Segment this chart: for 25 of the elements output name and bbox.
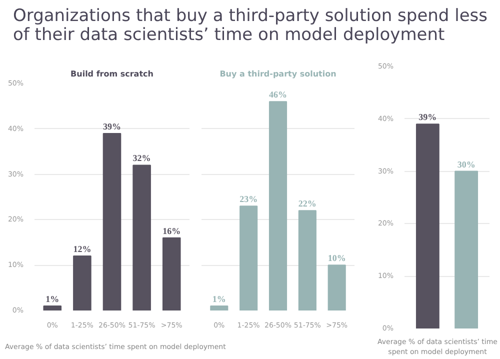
bar xyxy=(132,164,151,310)
data-label: 39% xyxy=(103,121,121,132)
bar xyxy=(298,210,316,310)
data-label: 1% xyxy=(212,294,226,304)
bar xyxy=(102,132,122,310)
data-label: 10% xyxy=(328,253,346,264)
data-label: 30% xyxy=(457,159,476,170)
bar xyxy=(240,206,258,310)
data-label: 32% xyxy=(132,153,151,164)
data-label: 39% xyxy=(418,112,437,122)
text: Organizations that buy a third-party solution spend less of their data scientists’ time on model deployment xyxy=(13,6,489,45)
bar xyxy=(268,101,288,310)
bar xyxy=(210,305,228,310)
data-label: 12% xyxy=(73,244,92,254)
chart-title: Build from scratch xyxy=(70,70,154,78)
data-label: 16% xyxy=(162,226,181,236)
bar xyxy=(328,264,346,310)
bar xyxy=(162,237,181,310)
data-label: 22% xyxy=(298,198,316,209)
bar xyxy=(73,256,92,310)
data-label: 1% xyxy=(46,294,60,304)
chart-title: Buy a third-party solution xyxy=(220,70,337,78)
bar xyxy=(43,305,62,310)
data-label: 23% xyxy=(240,194,258,204)
data-label: 46% xyxy=(269,90,287,100)
